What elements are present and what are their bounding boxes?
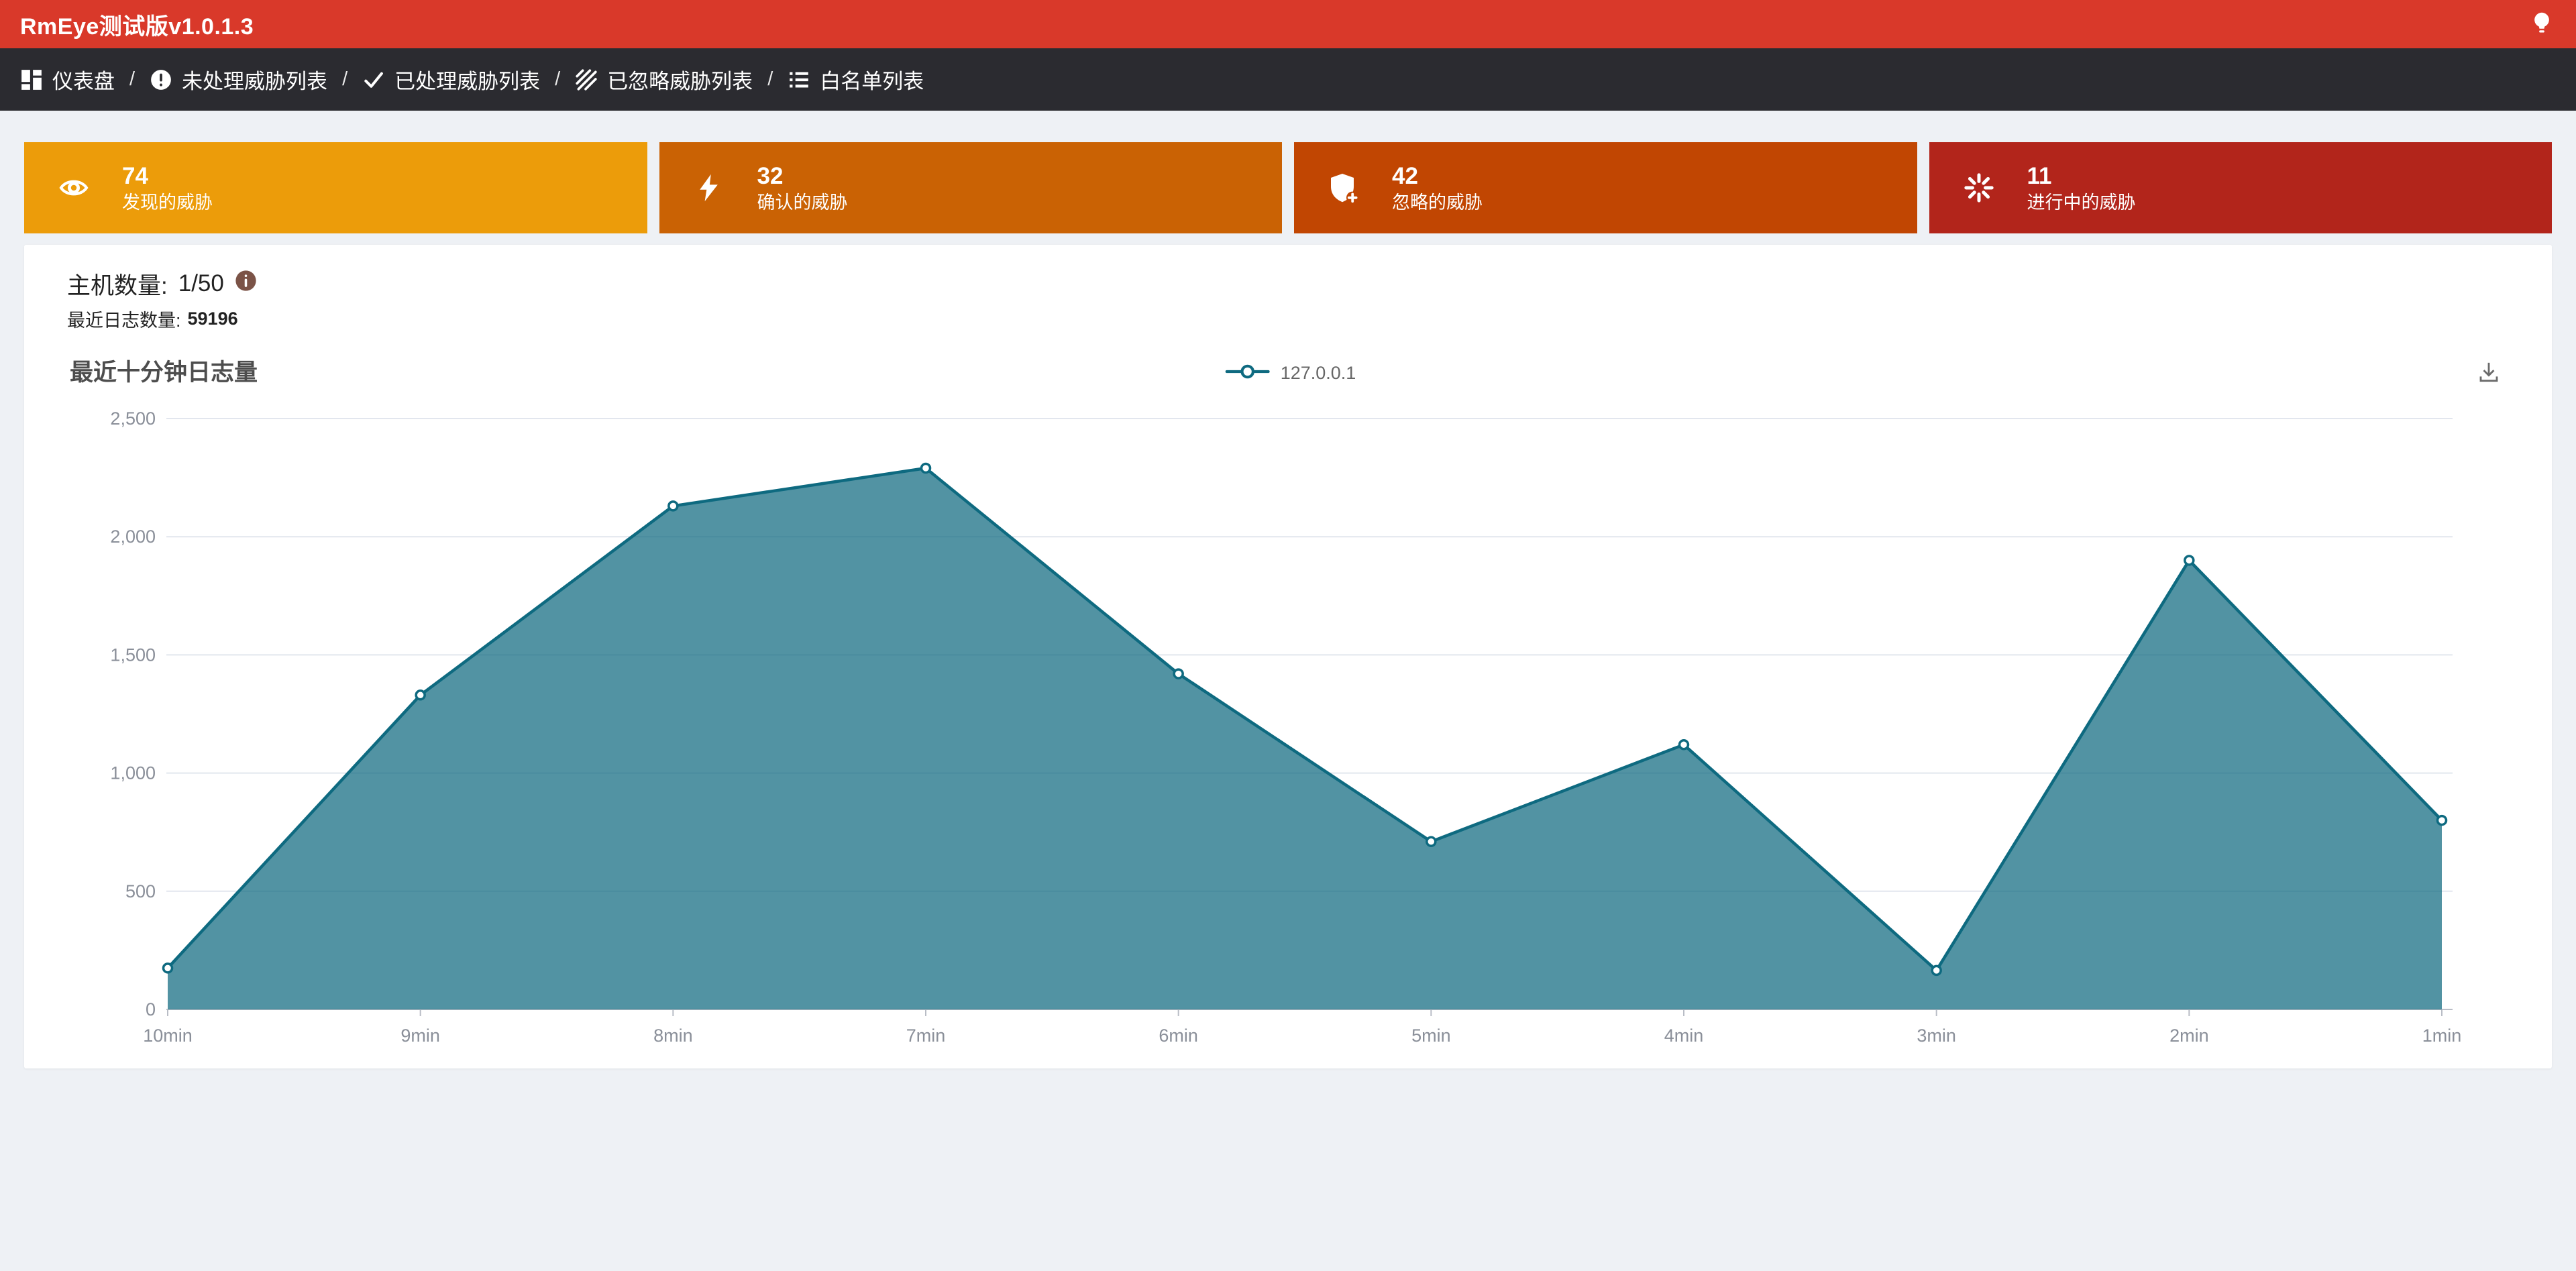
- download-chart-icon[interactable]: [2475, 359, 2502, 389]
- data-point-marker[interactable]: [1426, 836, 1437, 848]
- nav-item-label: 未处理威胁列表: [182, 70, 328, 93]
- stat-card-confirmed-threats[interactable]: 32 确认的威胁: [659, 142, 1282, 233]
- y-axis-tick-label: 2,000: [110, 527, 156, 547]
- series-line: [166, 466, 2443, 973]
- data-point-marker[interactable]: [667, 500, 679, 512]
- breadcrumb-separator: /: [342, 68, 348, 90]
- dashboard-icon: [20, 68, 43, 91]
- data-point-marker[interactable]: [1173, 668, 1184, 679]
- data-point-marker[interactable]: [1931, 964, 1942, 977]
- shield-plus-icon: [1328, 172, 1360, 204]
- y-axis-tick-label: 2,500: [110, 408, 156, 429]
- legend-marker-icon: [1225, 363, 1270, 384]
- stat-card-inprogress-threats[interactable]: 11 进行中的威胁: [1929, 142, 2552, 233]
- host-count-row: 主机数量: 1/50: [67, 269, 2552, 299]
- chart-title: 最近十分钟日志量: [70, 360, 258, 386]
- x-axis-tick-label: 2min: [2169, 1026, 2209, 1046]
- area-chart-recent-logs: 0 500 1,000 1,500 2,000 2,500 10min 9min 8min 7mi…: [110, 408, 2462, 1046]
- alert-circle-icon: [150, 68, 172, 91]
- x-axis-tick-label: 6min: [1159, 1026, 1198, 1046]
- nav-item-label: 仪表盘: [52, 70, 115, 93]
- x-axis-tick-label: 10min: [143, 1026, 193, 1046]
- breadcrumb-nav: 仪表盘 / 未处理威胁列表 / 已处理威胁列表 / 已忽略威胁列表 /: [0, 48, 2576, 111]
- recent-log-label: 最近日志数量:: [67, 310, 181, 331]
- hatch-icon: [575, 68, 598, 91]
- stat-value: 32: [757, 162, 784, 189]
- stat-card-discovered-threats[interactable]: 74 发现的威胁: [24, 142, 647, 233]
- x-axis-tick-label: 4min: [1664, 1026, 1704, 1046]
- nav-item-whitelist[interactable]: 白名单列表: [788, 64, 924, 95]
- recent-log-row: 最近日志数量: 59196: [67, 308, 2552, 331]
- bolt-icon: [693, 172, 725, 204]
- breadcrumb-separator: /: [555, 68, 561, 90]
- spinner-icon: [1963, 172, 1995, 204]
- nav-item-label: 白名单列表: [820, 70, 924, 93]
- stat-value: 42: [1392, 162, 1418, 189]
- stat-label: 发现的威胁: [122, 192, 213, 213]
- x-axis-tick-label: 9min: [400, 1026, 440, 1046]
- host-count-value: 1/50: [178, 270, 224, 296]
- data-point-marker[interactable]: [415, 689, 426, 701]
- breadcrumb-separator: /: [767, 68, 773, 90]
- data-point-marker[interactable]: [2184, 555, 2195, 566]
- legend-label: 127.0.0.1: [1280, 362, 1356, 383]
- eye-icon: [58, 172, 90, 204]
- x-axis-tick-label: 1min: [2422, 1026, 2462, 1046]
- stat-value: 74: [122, 162, 148, 189]
- nav-item-dashboard[interactable]: 仪表盘: [20, 64, 115, 95]
- nav-item-label: 已忽略威胁列表: [607, 70, 753, 93]
- stat-card-ignored-threats[interactable]: 42 忽略的威胁: [1294, 142, 1917, 233]
- stat-label: 确认的威胁: [757, 192, 848, 213]
- x-axis-tick-label: 3min: [1917, 1026, 1956, 1046]
- app-header: RmEye测试版v1.0.1.3: [0, 0, 2576, 48]
- nav-item-handled-threats[interactable]: 已处理威胁列表: [362, 64, 540, 95]
- breadcrumb-separator: /: [129, 68, 136, 90]
- info-icon[interactable]: [235, 270, 257, 298]
- check-icon: [362, 68, 385, 91]
- host-count-label: 主机数量:: [67, 272, 168, 299]
- stat-cards: 74 发现的威胁 32 确认的威胁 42 忽略的威胁: [24, 142, 2552, 233]
- nav-item-unhandled-threats[interactable]: 未处理威胁列表: [150, 64, 327, 95]
- x-axis-tick-label: 7min: [906, 1026, 946, 1046]
- x-axis-tick-label: 8min: [653, 1026, 693, 1046]
- chart-header: 最近十分钟日志量 127.0.0.1: [70, 356, 2512, 390]
- y-axis-tick-label: 1,000: [110, 763, 156, 783]
- data-point-marker[interactable]: [2436, 814, 2448, 826]
- data-point-marker[interactable]: [1678, 739, 1690, 751]
- y-axis-tick-label: 500: [125, 881, 156, 901]
- nav-item-label: 已处理威胁列表: [394, 70, 541, 93]
- y-axis-tick-label: 1,500: [110, 645, 156, 665]
- lightbulb-icon[interactable]: [2528, 9, 2556, 40]
- stat-label: 忽略的威胁: [1392, 192, 1483, 213]
- area-fill: [168, 468, 2442, 1009]
- legend-item-127-0-0-1[interactable]: 127.0.0.1: [1225, 356, 1356, 390]
- x-axis-tick-label: 5min: [1411, 1026, 1451, 1046]
- list-icon: [788, 68, 810, 91]
- nav-item-ignored-threats[interactable]: 已忽略威胁列表: [575, 64, 753, 95]
- app-title: RmEye测试版v1.0.1.3: [20, 13, 254, 40]
- y-axis-tick-label: 0: [146, 999, 156, 1019]
- data-point-marker[interactable]: [920, 462, 932, 474]
- dashboard-panel: 主机数量: 1/50 最近日志数量: 59196 最近十分钟日志量 127.0.…: [24, 245, 2552, 1068]
- recent-log-value: 59196: [187, 308, 238, 329]
- data-point-marker[interactable]: [162, 962, 174, 974]
- stat-label: 进行中的威胁: [2027, 192, 2136, 213]
- stat-value: 11: [2027, 162, 2052, 189]
